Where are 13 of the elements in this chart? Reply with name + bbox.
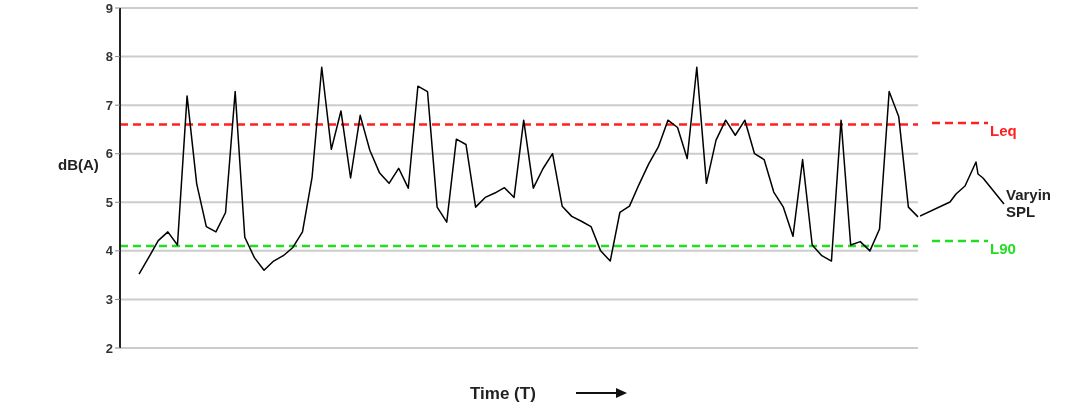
y-tick-label: 4	[105, 243, 114, 259]
y-tick-label: 8	[105, 49, 113, 65]
x-axis-title: Time (T)	[470, 384, 536, 404]
y-tick-label: 2	[105, 340, 113, 356]
y-tick-label: 5	[105, 194, 113, 210]
y-axis-title: dB(A)	[58, 156, 99, 173]
y-tick-label: 3	[105, 292, 113, 308]
ref-line-label: Leq	[990, 122, 1017, 139]
y-tick-label: 9	[105, 0, 113, 16]
text: Varyin SPL	[1006, 186, 1053, 220]
ref-line-label: L90	[990, 240, 1016, 257]
y-tick-label: 6	[105, 146, 113, 162]
y-tick-label: 7	[105, 97, 113, 113]
